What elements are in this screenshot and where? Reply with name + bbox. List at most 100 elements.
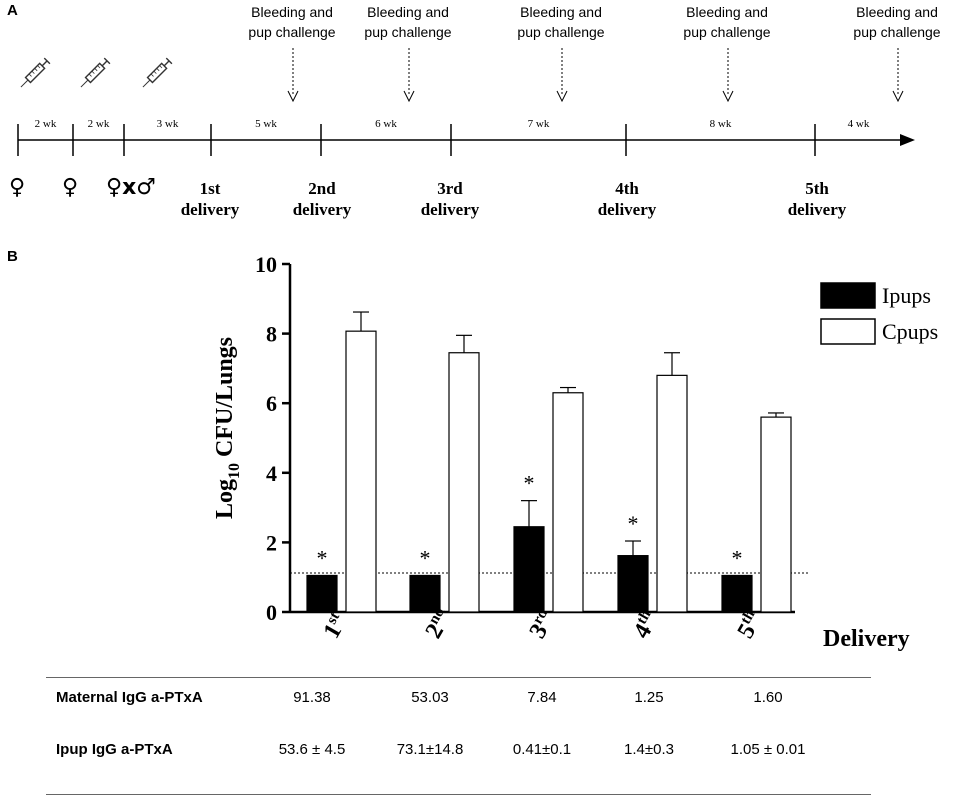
x-tick-text: 1st — [318, 610, 353, 643]
interval-label-2: 2 wk — [88, 118, 110, 130]
syringe-mark — [28, 73, 32, 77]
syringe-plunger — [163, 60, 170, 67]
syringe-mark — [159, 65, 163, 69]
y-tick-label-8: 8 — [266, 322, 277, 347]
legend-swatch-ipups — [820, 282, 876, 309]
y-tick-label-0: 0 — [266, 600, 277, 625]
challenge-annotation-2: Bleeding and pup challenge — [364, 4, 452, 40]
challenge-annotation-1: Bleeding and pup challenge — [248, 4, 336, 40]
syringe-mark — [34, 68, 38, 72]
interval-label-6: 7 wk — [528, 118, 550, 130]
significance-star-4: * — [628, 511, 639, 536]
syringe-icon — [80, 57, 111, 88]
bar-cpups-4 — [656, 374, 688, 613]
challenge-annotation-5: Bleeding and pup challenge — [853, 4, 941, 40]
delivery-label-2: 2nd delivery — [292, 179, 352, 219]
row-label-ipup: Ipup IgG a-PTxA — [56, 741, 173, 758]
interval-label-1: 2 wk — [35, 118, 57, 130]
bar-cpups-3 — [552, 392, 584, 613]
challenge-annotation-3: Bleeding and pup challenge — [517, 4, 605, 40]
mating-symbol: ♀x♂ — [106, 175, 157, 200]
syringe-needle — [142, 79, 151, 88]
syringe-thumb — [165, 57, 173, 65]
syringe-thumb — [43, 57, 51, 65]
syringe-thumb — [103, 57, 111, 65]
maternal-val-3: 7.84 — [527, 689, 557, 706]
significance-star-5: * — [732, 545, 743, 570]
syringe-mark — [37, 65, 41, 69]
legend-swatch-cpups — [820, 318, 876, 345]
table-bottom-rule — [46, 794, 871, 795]
syringe-barrel — [84, 62, 106, 84]
ipup-val-2: 73.1±14.8 — [396, 741, 464, 758]
challenge-arrowhead-1 — [287, 90, 299, 103]
female-symbol-2: ♀ — [62, 175, 79, 200]
x-tick-label-1: 1st — [318, 610, 353, 643]
panel-label-b: B — [7, 248, 18, 265]
significance-star-3: * — [524, 471, 535, 496]
interval-label-3: 3 wk — [157, 118, 179, 130]
interval-label-5: 6 wk — [375, 118, 397, 130]
significance-star-2: * — [420, 545, 431, 570]
syringe-needle — [20, 79, 29, 88]
y-tick-label-2: 2 — [266, 530, 277, 555]
delivery-label-5: 5th delivery — [787, 179, 847, 219]
y-tick-label-10: 10 — [255, 252, 277, 277]
syringe-mark — [156, 68, 160, 72]
syringe-barrel — [24, 62, 46, 84]
bar-ipups-1 — [306, 574, 338, 613]
syringe-mark — [91, 70, 95, 74]
row-label-maternal: Maternal IgG a-PTxA — [56, 689, 203, 706]
delivery-label-3: 3rd delivery — [420, 179, 480, 219]
interval-label-7: 8 wk — [710, 118, 732, 130]
challenge-annotation-4: Bleeding and pup challenge — [683, 4, 771, 40]
bar-ipups-2 — [409, 574, 441, 613]
y-axis-label: Log10 CFU/Lungs — [212, 337, 243, 519]
syringe-mark — [94, 68, 98, 72]
y-tick-label-4: 4 — [266, 461, 277, 486]
syringe-mark — [31, 70, 35, 74]
challenge-arrowhead-3 — [556, 90, 568, 103]
ipup-val-5: 1.05 ± 0.01 — [730, 741, 806, 758]
syringe-mark — [97, 65, 101, 69]
ipup-val-4: 1.4±0.3 — [624, 741, 674, 758]
significance-star-1: * — [317, 545, 328, 570]
y-tick-label-6: 6 — [266, 391, 277, 416]
syringe-plunger — [41, 60, 48, 67]
syringe-mark — [150, 73, 154, 77]
bar-cpups-5 — [760, 416, 792, 613]
bar-cpups-1 — [345, 330, 377, 613]
timeline-arrowhead — [900, 134, 915, 146]
interval-label-8: 4 wk — [848, 118, 870, 130]
table-top-rule — [46, 677, 871, 678]
maternal-val-5: 1.60 — [753, 689, 783, 706]
interval-label-4: 5 wk — [255, 118, 277, 130]
bar-ipups-4 — [617, 555, 649, 613]
challenge-arrowhead-4 — [722, 90, 734, 103]
maternal-val-1: 91.38 — [293, 689, 331, 706]
x-axis-label: Delivery — [823, 626, 910, 652]
syringe-barrel — [146, 62, 168, 84]
syringe-mark — [88, 73, 92, 77]
legend: Ipups Cpups — [820, 282, 938, 345]
bar-cpups-2 — [448, 352, 480, 613]
delivery-label-1: 1st delivery — [180, 179, 240, 219]
svg-text:Log10 CFU/Lungs: Log10 CFU/Lungs — [212, 337, 243, 519]
maternal-val-2: 53.03 — [411, 689, 449, 706]
syringe-mark — [153, 70, 157, 74]
female-symbol-1: ♀ — [9, 175, 26, 200]
maternal-val-4: 1.25 — [634, 689, 664, 706]
legend-label-cpups: Cpups — [882, 319, 938, 344]
panel-label-a: A — [7, 2, 18, 19]
ipup-val-1: 53.6 ± 4.5 — [278, 741, 346, 758]
syringe-plunger — [101, 60, 108, 67]
syringe-icon — [20, 57, 51, 88]
ipup-val-3: 0.41±0.1 — [512, 741, 572, 758]
bar-ipups-5 — [721, 574, 753, 613]
syringe-needle — [80, 79, 89, 88]
syringe-icon — [142, 57, 173, 88]
challenge-arrowhead-2 — [403, 90, 415, 103]
bar-ipups-3 — [513, 526, 545, 613]
challenge-arrowhead-5 — [892, 90, 904, 103]
